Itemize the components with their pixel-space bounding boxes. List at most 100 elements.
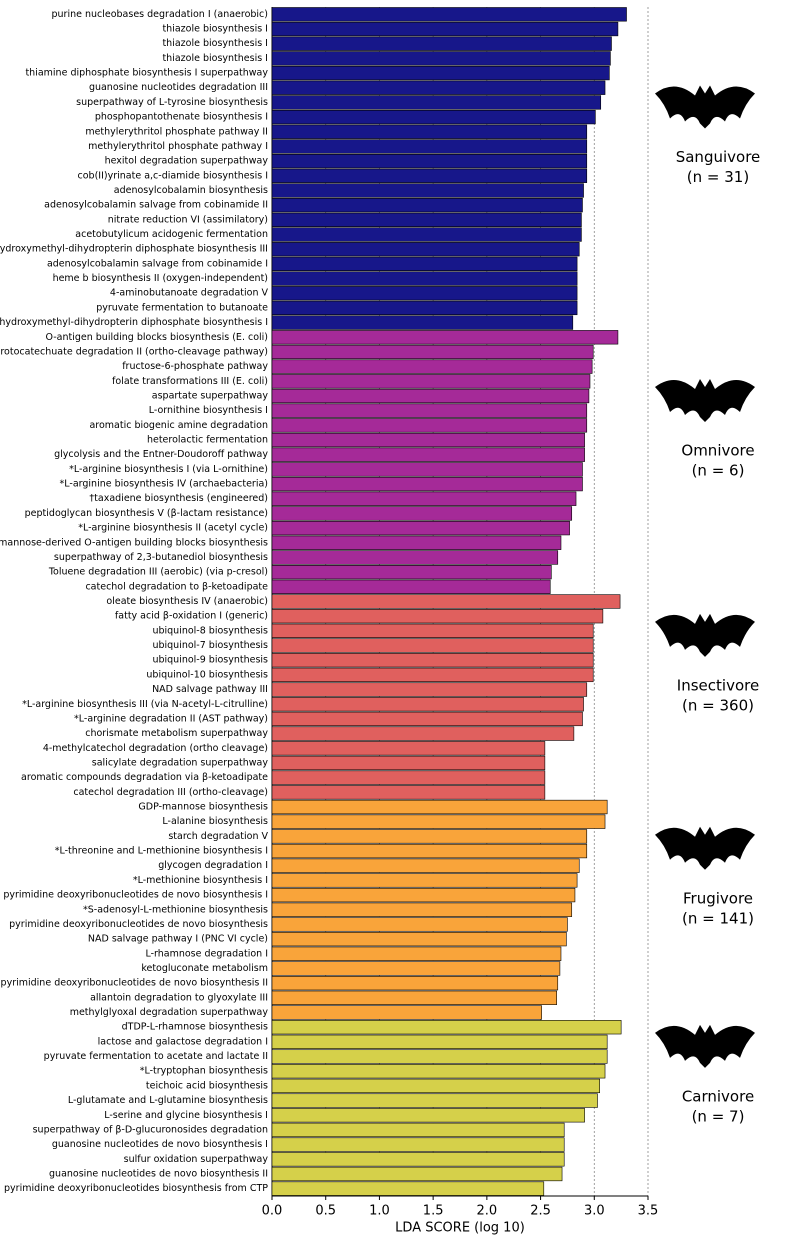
- bar: [271, 36, 612, 51]
- category-label: ubiquinol-8 biosynthesis: [152, 625, 268, 636]
- category-label: *L-arginine biosynthesis III (via N-acet…: [22, 699, 268, 710]
- bar: [271, 95, 602, 110]
- category-label: ubiquinol-10 biosynthesis: [146, 669, 268, 680]
- bar: [271, 227, 582, 242]
- silhouette: [655, 826, 755, 870]
- bar: [271, 726, 575, 741]
- category-label: thiazole biosynthesis I: [162, 24, 268, 35]
- group-sample-size: (n = 141): [682, 909, 754, 927]
- category-label: superpathway of 2,3-butanediol biosynthe…: [54, 552, 268, 563]
- category-label: fatty acid β-oxidation I (generic): [115, 611, 268, 622]
- bar: [271, 256, 578, 272]
- category-label: *S-adenosyl-L-methionine biosynthesis: [83, 904, 268, 915]
- category-label: purine nucleobases degradation I (anaero…: [51, 9, 268, 20]
- x-tick-label: 3.0: [584, 1204, 605, 1219]
- category-label: NAD salvage pathway I (PNC VI cycle): [88, 934, 268, 945]
- category-label: aspartate superpathway: [152, 390, 269, 401]
- bar: [271, 1152, 565, 1167]
- group-label: Sanguivore: [676, 148, 761, 166]
- bar: [271, 946, 562, 961]
- bar: [271, 1049, 608, 1064]
- bar: [271, 65, 610, 81]
- bar: [271, 271, 578, 286]
- silhouette: [655, 613, 755, 657]
- category-label: glycogen degradation I: [158, 860, 268, 871]
- category-label: adenosylcobalamin biosynthesis: [114, 185, 268, 196]
- bar: [271, 374, 591, 389]
- bar: [271, 198, 583, 213]
- category-label: 4-aminobutanoate degradation V: [110, 288, 269, 299]
- group-label: Omnivore: [681, 442, 754, 460]
- category-label: fructose-6-phosphate pathway: [122, 361, 268, 372]
- category-label: catechol degradation to β-ketoadipate: [85, 581, 268, 592]
- silhouette: [655, 1024, 755, 1068]
- category-label: *L-threonine and L-methionine biosynthes…: [55, 846, 268, 857]
- x-axis-label: LDA SCORE (log 10): [395, 1221, 525, 1236]
- bar: [271, 447, 585, 462]
- category-label: pyruvate fermentation to acetate and lac…: [44, 1051, 268, 1062]
- bar: [271, 109, 596, 125]
- bar: [271, 873, 578, 888]
- category-label: 4-methylcatechol degradation (ortho clea…: [43, 743, 268, 754]
- bar: [271, 21, 619, 37]
- category-label: *L-arginine degradation II (AST pathway): [74, 713, 268, 724]
- group-sample-size: (n = 6): [692, 462, 745, 480]
- category-label: ketogluconate metabolism: [141, 963, 268, 974]
- category-label: 6-hydroxymethyl-dihydropterin diphosphat…: [0, 317, 268, 328]
- bar: [271, 520, 570, 536]
- group-sample-size: (n = 7): [692, 1107, 745, 1125]
- category-label: *L-arginine biosynthesis I (via L-ornith…: [69, 464, 268, 475]
- category-label: thiazole biosynthesis I: [162, 53, 268, 64]
- silhouette: [655, 379, 755, 423]
- category-label: L-serine and glycine biosynthesis I: [104, 1110, 268, 1121]
- category-label: pyrimidine deoxyribonucleotides de novo …: [1, 978, 268, 989]
- category-label: guanosine nucleotides degradation III: [89, 82, 268, 93]
- bar: [271, 550, 559, 565]
- category-label: ubiquinol-7 biosynthesis: [152, 640, 268, 651]
- bar: [271, 609, 604, 624]
- bar: [271, 80, 606, 95]
- bar: [271, 667, 594, 683]
- category-label: GDP-mannose-derived O-antigen building b…: [0, 537, 268, 548]
- bar: [271, 594, 621, 609]
- bar: [271, 535, 562, 550]
- category-label: starch degradation V: [168, 831, 268, 842]
- category-label: O-antigen building blocks biosynthesis (…: [45, 332, 268, 343]
- bar: [271, 183, 584, 198]
- category-label: salicylate degradation superpathway: [92, 757, 269, 768]
- category-label: allantoin degradation to glyoxylate III: [90, 992, 268, 1003]
- bar: [271, 814, 606, 829]
- bar: [271, 843, 588, 859]
- bar: [271, 976, 559, 991]
- bar: [271, 829, 588, 844]
- category-label: methylerythritol phosphate pathway II: [85, 126, 268, 137]
- x-tick-label: 0.0: [262, 1204, 283, 1219]
- bar: [271, 653, 594, 668]
- bar: [271, 579, 551, 594]
- bar: [271, 300, 578, 316]
- bar: [271, 1166, 563, 1182]
- category-label: L-glutamate and L-glutamine biosynthesis: [68, 1095, 268, 1106]
- category-label: ubiquinol-9 biosynthesis: [152, 655, 268, 666]
- bar: [271, 799, 608, 815]
- x-tick-label: 0.5: [315, 1204, 336, 1219]
- category-label: *L-arginine biosynthesis IV (archaebacte…: [60, 479, 268, 490]
- bar: [271, 1181, 545, 1196]
- bar: [271, 1108, 585, 1123]
- bar: [271, 124, 588, 139]
- category-label: *L-methionine biosynthesis I: [133, 875, 268, 886]
- category-label: pyrimidine deoxyribonucleotides de novo …: [9, 919, 268, 930]
- bar: [271, 770, 546, 785]
- category-label: L-alanine biosynthesis: [162, 816, 268, 827]
- silhouette: [655, 85, 755, 129]
- bar: [271, 697, 584, 712]
- category-label: teichoic acid biosynthesis: [146, 1080, 268, 1091]
- x-tick-label: 1.5: [423, 1204, 444, 1219]
- category-label: *L-tryptophan biosynthesis: [140, 1066, 268, 1077]
- bar: [271, 961, 561, 976]
- category-label: chorismate metabolism superpathway: [85, 728, 268, 739]
- bar: [271, 506, 573, 521]
- bar: [271, 51, 611, 66]
- x-tick-label: 1.0: [369, 1204, 390, 1219]
- category-label: nitrate reduction VI (assimilatory): [108, 214, 268, 225]
